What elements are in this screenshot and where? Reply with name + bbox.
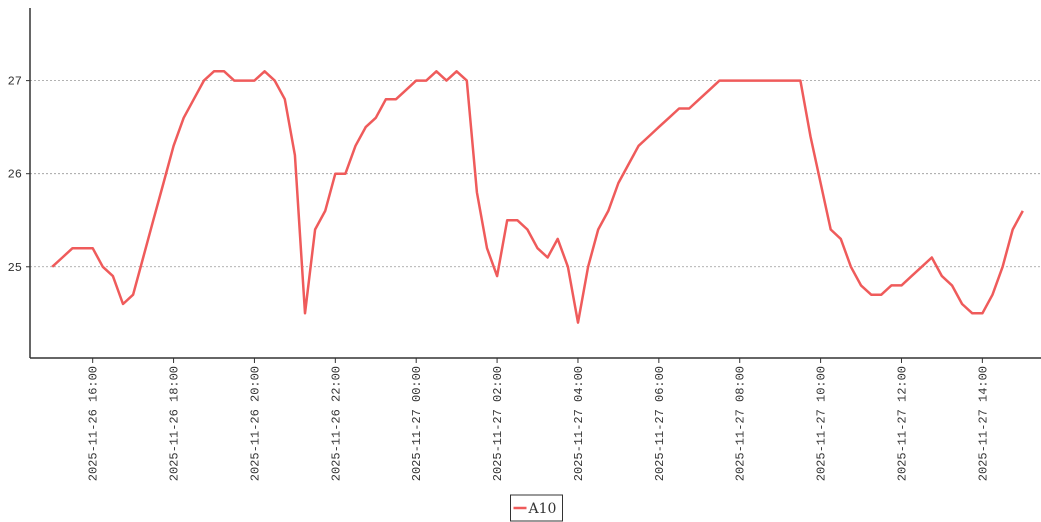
x-tick-label: 2025-11-26 18:00 xyxy=(168,366,182,481)
y-tick-label: 25 xyxy=(8,261,22,275)
x-tick-label: 2025-11-27 08:00 xyxy=(734,366,748,481)
x-tick-label: 2025-11-27 10:00 xyxy=(815,366,829,481)
line xyxy=(51,70,1024,324)
x-tick-label: 2025-11-27 12:00 xyxy=(895,366,909,481)
legend-label: A10 xyxy=(528,501,557,517)
x-tick-label: 2025-11-27 04:00 xyxy=(572,366,586,481)
x-tick-label: 2025-11-26 22:00 xyxy=(329,366,343,481)
x-tick-label: 2025-11-26 16:00 xyxy=(87,366,101,481)
x-tick-label: 2025-11-27 14:00 xyxy=(976,366,990,481)
y-tick-label: 26 xyxy=(8,168,22,182)
x-tick-label: 2025-11-27 06:00 xyxy=(653,366,667,481)
y-tick-label: 27 xyxy=(8,75,22,89)
x-tick-label: 2025-11-26 20:00 xyxy=(248,366,262,481)
x-tick-label: 2025-11-27 02:00 xyxy=(491,366,505,481)
x-tick-label: 2025-11-27 00:00 xyxy=(410,366,424,481)
